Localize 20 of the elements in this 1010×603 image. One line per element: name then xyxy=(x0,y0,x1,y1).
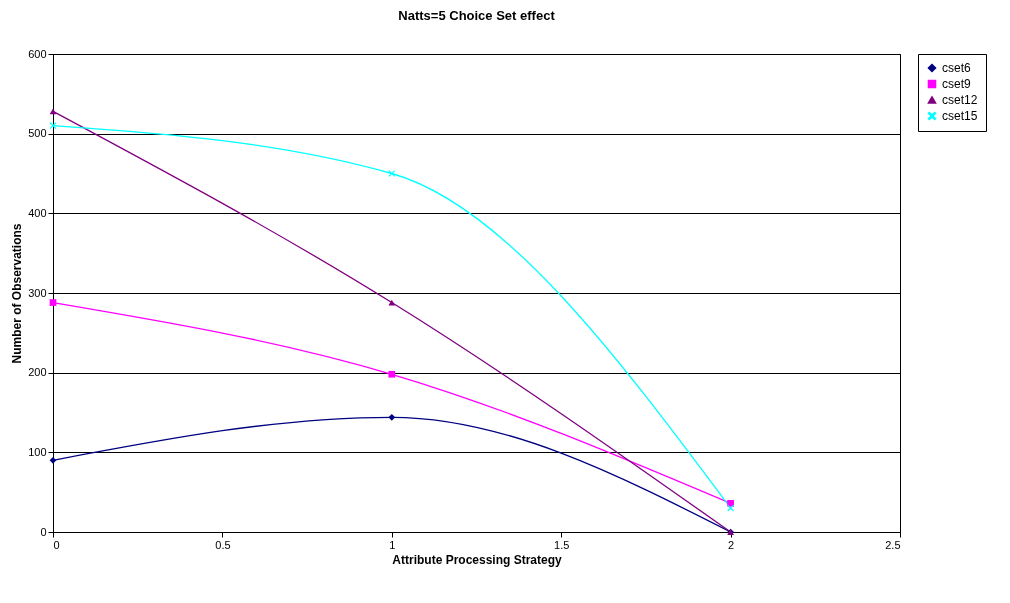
x-axis-title: Attribute Processing Strategy xyxy=(392,552,563,567)
y-tick-label: 300 xyxy=(28,286,47,299)
y-tick-label: 0 xyxy=(40,525,47,538)
legend-label: cset6 xyxy=(942,61,972,75)
x-tick-label: 1.5 xyxy=(554,538,570,551)
x-tick-label: 2 xyxy=(728,538,735,551)
y-tick-label: 100 xyxy=(28,445,47,458)
x-tick-label: 1 xyxy=(389,538,396,551)
legend-label: cset15 xyxy=(942,109,978,123)
y-tick-label: 500 xyxy=(28,127,47,140)
x-tick-label: 2.5 xyxy=(885,538,901,551)
x-tick-label: 0.5 xyxy=(215,538,231,551)
y-tick-label: 600 xyxy=(28,47,47,60)
legend-label: cset12 xyxy=(942,93,978,107)
chart-title: Natts=5 Choice Set effect xyxy=(398,8,556,23)
y-tick-label: 200 xyxy=(28,366,47,379)
legend-label: cset9 xyxy=(942,77,972,91)
y-axis-title: Number of Observations xyxy=(10,223,25,364)
y-tick-label: 400 xyxy=(28,206,47,219)
x-tick-label: 0 xyxy=(53,538,60,551)
